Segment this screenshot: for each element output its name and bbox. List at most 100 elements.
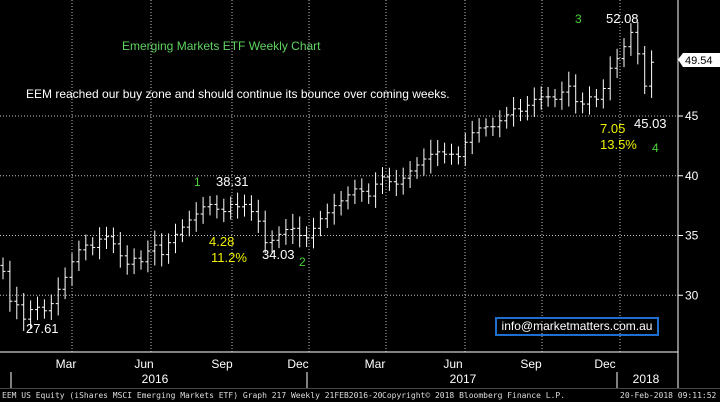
chart-annotation: 1 [194, 175, 201, 189]
price-bar [338, 190, 344, 216]
price-bar [152, 230, 158, 266]
price-chart: 30 35 40 45 Mar Jun Sep Dec Mar Jun Sep Dec 2016 201… [0, 0, 720, 388]
price-bar [138, 250, 144, 270]
chart-annotation: 13.5% [600, 137, 637, 152]
chart-annotation: 27.61 [26, 321, 59, 336]
price-bar [131, 248, 137, 275]
price-bar [14, 286, 20, 320]
price-bar [400, 167, 406, 195]
price-bar [545, 87, 551, 107]
x-tick-label: Sep [211, 357, 233, 371]
y-tick-label: 45 [685, 109, 699, 123]
chart-annotation: 45.03 [634, 116, 667, 131]
price-bar [359, 178, 365, 202]
price-bar [283, 219, 289, 245]
price-bar [76, 240, 82, 271]
price-bar [593, 88, 599, 108]
price-bar [200, 196, 206, 224]
price-bar [331, 193, 337, 225]
price-bar [552, 88, 558, 108]
y-tick-label: 40 [685, 169, 699, 183]
price-bar [524, 96, 530, 121]
price-bar [311, 217, 316, 249]
price-bar [518, 98, 523, 122]
price-bar [117, 232, 123, 268]
price-bar [573, 74, 579, 114]
price-bar [186, 210, 192, 237]
price-bar [504, 106, 510, 129]
y-tick-label: 35 [685, 229, 699, 243]
price-bar [124, 245, 130, 275]
price-bar [290, 213, 296, 244]
price-bar [21, 292, 27, 331]
price-bar [455, 146, 461, 165]
price-bar [566, 71, 572, 107]
price-bar [304, 226, 310, 248]
price-bar [179, 219, 185, 243]
axes [0, 0, 679, 388]
chart-annotation: 3 [575, 12, 582, 26]
x-tick-label: Jun [134, 357, 153, 371]
chart-annotation: 52.08 [606, 11, 639, 26]
price-bar [649, 50, 655, 98]
price-bar [490, 117, 496, 136]
price-bar [145, 240, 151, 273]
footer-bar: EEM US Equity (iShares MSCI Emerging Mar… [0, 388, 720, 402]
price-bar [621, 38, 627, 68]
x-tick-label: Sep [520, 357, 542, 371]
email-label: info@marketmatters.com.au [495, 317, 659, 336]
last-price-flag [678, 53, 720, 67]
footer-right: 20-Feb-2018 09:11:52 [620, 391, 717, 400]
price-bar [207, 195, 213, 216]
price-bar [297, 216, 303, 248]
price-bars [0, 21, 655, 331]
chart-annotation: 34.03 [262, 247, 295, 262]
price-bar [262, 210, 268, 254]
price-bar [0, 257, 6, 280]
chart-annotation: 7.05 [600, 121, 625, 136]
price-bar [642, 45, 648, 95]
price-bar [580, 92, 586, 114]
price-bar [41, 299, 47, 319]
price-bar [242, 194, 247, 217]
chart-title: Emerging Markets ETF Weekly Chart [122, 39, 321, 53]
price-bar [352, 179, 358, 205]
price-bar [173, 223, 178, 254]
price-bar [628, 23, 634, 56]
price-bar [476, 118, 482, 143]
price-bar [235, 192, 241, 219]
price-bar [345, 186, 351, 210]
x-tick-label: Jun [443, 357, 462, 371]
price-bar [214, 195, 220, 219]
price-bar [366, 183, 372, 204]
price-bar [497, 110, 503, 138]
price-bar [511, 96, 517, 127]
x-tick-label: Dec [287, 357, 308, 371]
price-bar [276, 226, 282, 249]
price-bar [469, 120, 475, 155]
x-year-label: 2018 [633, 372, 660, 386]
price-bar [35, 296, 40, 321]
x-tick-labels: Mar Jun Sep Dec Mar Jun Sep Dec 2016 2017 2018 [10, 357, 660, 388]
price-bar [193, 202, 199, 232]
price-bar [90, 237, 96, 256]
price-bar [538, 86, 544, 110]
price-bar [559, 81, 565, 110]
chart-annotation: 4.28 [209, 234, 234, 249]
price-bar [635, 21, 641, 65]
price-bar [69, 253, 75, 286]
price-bar [269, 230, 275, 253]
chart-annotation: 2 [299, 255, 306, 269]
price-bar [7, 260, 13, 312]
price-bar [587, 86, 592, 115]
chart-annotation: 4 [652, 141, 659, 155]
price-bar [248, 195, 254, 221]
price-bar [159, 233, 165, 267]
price-bar [421, 148, 427, 176]
price-bar [407, 161, 413, 188]
x-tick-label: Dec [594, 357, 615, 371]
x-year-label: 2017 [450, 372, 477, 386]
price-bar [97, 227, 103, 260]
